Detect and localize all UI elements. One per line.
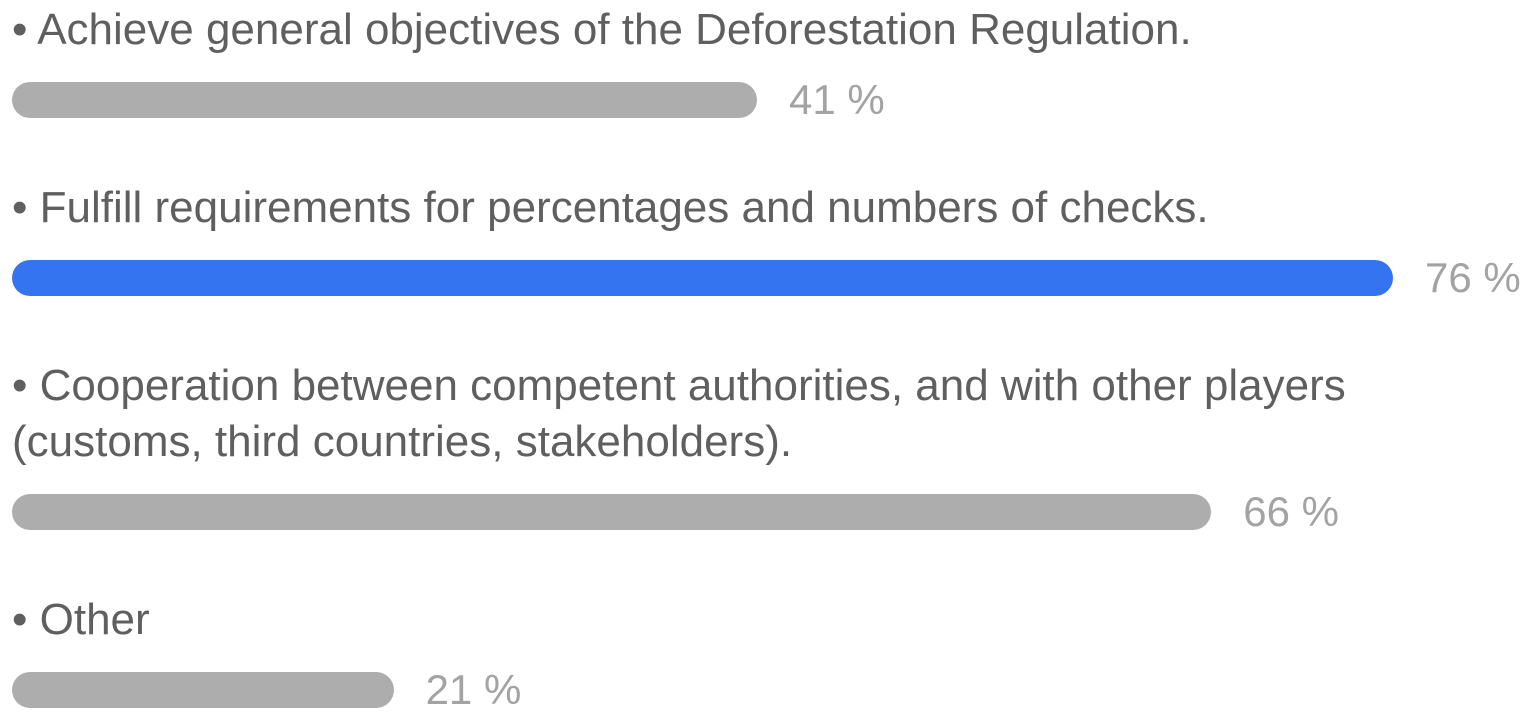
bar [12,260,1393,296]
bar [12,672,394,708]
option-label: • Achieve general objectives of the Defo… [12,5,1192,54]
poll-option: • Other 21 % [12,592,1452,713]
bar [12,82,757,118]
option-label: • Cooperation between competent authorit… [12,361,1346,466]
result-row: 41 % [12,76,1452,123]
poll-option: • Fulfill requirements for percentages a… [12,180,1521,301]
percent-label: 21 % [425,666,522,713]
bar [12,494,1212,530]
percent-label: 76 % [1425,254,1521,301]
poll-option: • Achieve general objectives of the Defo… [12,2,1452,123]
option-label: • Other [12,595,150,644]
result-row: 76 % [12,254,1521,301]
poll-option: • Cooperation between competent authorit… [12,358,1452,535]
percent-label: 66 % [1243,488,1340,535]
result-row: 21 % [12,666,1452,713]
option-label: • Fulfill requirements for percentages a… [12,183,1209,232]
poll-results: • Achieve general objectives of the Defo… [12,2,1521,713]
result-row: 66 % [12,488,1452,535]
percent-label: 41 % [789,76,885,123]
